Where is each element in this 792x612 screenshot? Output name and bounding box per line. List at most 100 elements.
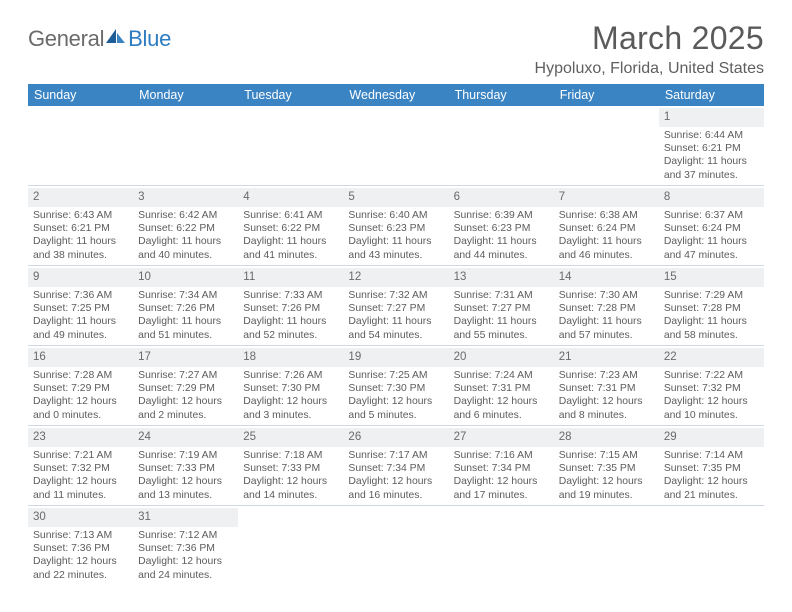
sunset-text: Sunset: 7:31 PM [559, 382, 654, 395]
sunrise-text: Sunrise: 7:32 AM [348, 289, 443, 302]
day-number: 23 [28, 428, 133, 447]
sunrise-text: Sunrise: 6:39 AM [454, 209, 549, 222]
sunset-text: Sunset: 6:21 PM [664, 142, 759, 155]
sunrise-text: Sunrise: 7:34 AM [138, 289, 233, 302]
daylight-text: Daylight: 11 hours and 55 minutes. [454, 315, 549, 342]
sunrise-text: Sunrise: 7:33 AM [243, 289, 338, 302]
sunset-text: Sunset: 6:22 PM [138, 222, 233, 235]
calendar-day [554, 106, 659, 185]
day-number: 5 [343, 188, 448, 207]
daylight-text: Daylight: 12 hours and 16 minutes. [348, 475, 443, 502]
weekday-header: Monday [133, 84, 238, 106]
day-number: 1 [659, 108, 764, 127]
sail-icon [104, 27, 126, 45]
month-title: March 2025 [535, 20, 764, 57]
day-number: 2 [28, 188, 133, 207]
sunset-text: Sunset: 7:32 PM [664, 382, 759, 395]
weekday-header: Tuesday [238, 84, 343, 106]
daylight-text: Daylight: 11 hours and 43 minutes. [348, 235, 443, 262]
day-number: 21 [554, 348, 659, 367]
calendar-head: SundayMondayTuesdayWednesdayThursdayFrid… [28, 84, 764, 106]
daylight-text: Daylight: 12 hours and 3 minutes. [243, 395, 338, 422]
day-number: 8 [659, 188, 764, 207]
calendar-day: 22Sunrise: 7:22 AMSunset: 7:32 PMDayligh… [659, 345, 764, 425]
title-block: March 2025 Hypoluxo, Florida, United Sta… [535, 20, 764, 78]
calendar-week: 16Sunrise: 7:28 AMSunset: 7:29 PMDayligh… [28, 345, 764, 425]
calendar-day: 12Sunrise: 7:32 AMSunset: 7:27 PMDayligh… [343, 265, 448, 345]
calendar-day: 13Sunrise: 7:31 AMSunset: 7:27 PMDayligh… [449, 265, 554, 345]
sunrise-text: Sunrise: 7:25 AM [348, 369, 443, 382]
sunrise-text: Sunrise: 7:12 AM [138, 529, 233, 542]
brand-word2: Blue [128, 26, 171, 52]
day-number: 19 [343, 348, 448, 367]
sunset-text: Sunset: 7:27 PM [348, 302, 443, 315]
daylight-text: Daylight: 12 hours and 17 minutes. [454, 475, 549, 502]
calendar-day: 20Sunrise: 7:24 AMSunset: 7:31 PMDayligh… [449, 345, 554, 425]
day-number: 10 [133, 268, 238, 287]
sunrise-text: Sunrise: 6:40 AM [348, 209, 443, 222]
daylight-text: Daylight: 12 hours and 0 minutes. [33, 395, 128, 422]
calendar-day: 29Sunrise: 7:14 AMSunset: 7:35 PMDayligh… [659, 425, 764, 505]
calendar-day: 7Sunrise: 6:38 AMSunset: 6:24 PMDaylight… [554, 185, 659, 265]
sunset-text: Sunset: 6:23 PM [454, 222, 549, 235]
calendar-day: 16Sunrise: 7:28 AMSunset: 7:29 PMDayligh… [28, 345, 133, 425]
calendar-day [28, 106, 133, 185]
daylight-text: Daylight: 11 hours and 44 minutes. [454, 235, 549, 262]
calendar-day: 17Sunrise: 7:27 AMSunset: 7:29 PMDayligh… [133, 345, 238, 425]
sunset-text: Sunset: 7:35 PM [664, 462, 759, 475]
day-number: 29 [659, 428, 764, 447]
day-number: 11 [238, 268, 343, 287]
daylight-text: Daylight: 12 hours and 5 minutes. [348, 395, 443, 422]
sunrise-text: Sunrise: 6:44 AM [664, 129, 759, 142]
sunset-text: Sunset: 7:33 PM [138, 462, 233, 475]
daylight-text: Daylight: 11 hours and 47 minutes. [664, 235, 759, 262]
daylight-text: Daylight: 12 hours and 10 minutes. [664, 395, 759, 422]
calendar-table: SundayMondayTuesdayWednesdayThursdayFrid… [28, 84, 764, 585]
brand-logo: General Blue [28, 26, 171, 52]
calendar-day: 31Sunrise: 7:12 AMSunset: 7:36 PMDayligh… [133, 505, 238, 584]
sunrise-text: Sunrise: 6:37 AM [664, 209, 759, 222]
daylight-text: Daylight: 11 hours and 49 minutes. [33, 315, 128, 342]
daylight-text: Daylight: 11 hours and 40 minutes. [138, 235, 233, 262]
sunset-text: Sunset: 7:29 PM [138, 382, 233, 395]
sunset-text: Sunset: 7:35 PM [559, 462, 654, 475]
calendar-day: 1 Sunrise: 6:44 AMSunset: 6:21 PMDaylight… [659, 106, 764, 185]
calendar-week: 30Sunrise: 7:13 AMSunset: 7:36 PMDayligh… [28, 505, 764, 584]
sunrise-text: Sunrise: 7:26 AM [243, 369, 338, 382]
daylight-text: Daylight: 12 hours and 19 minutes. [559, 475, 654, 502]
daylight-text: Daylight: 12 hours and 21 minutes. [664, 475, 759, 502]
weekday-header: Friday [554, 84, 659, 106]
sunrise-text: Sunrise: 7:18 AM [243, 449, 338, 462]
day-number: 18 [238, 348, 343, 367]
calendar-day: 3Sunrise: 6:42 AMSunset: 6:22 PMDaylight… [133, 185, 238, 265]
calendar-day [449, 106, 554, 185]
day-number: 25 [238, 428, 343, 447]
sunrise-text: Sunrise: 7:13 AM [33, 529, 128, 542]
weekday-header: Wednesday [343, 84, 448, 106]
brand-word1: General [28, 26, 104, 52]
calendar-day: 21Sunrise: 7:23 AMSunset: 7:31 PMDayligh… [554, 345, 659, 425]
sunrise-text: Sunrise: 7:24 AM [454, 369, 549, 382]
calendar-day [238, 106, 343, 185]
calendar-day: 23Sunrise: 7:21 AMSunset: 7:32 PMDayligh… [28, 425, 133, 505]
sunset-text: Sunset: 7:26 PM [138, 302, 233, 315]
calendar-day [554, 505, 659, 584]
daylight-text: Daylight: 11 hours and 37 minutes. [664, 155, 759, 182]
sunset-text: Sunset: 7:28 PM [664, 302, 759, 315]
sunrise-text: Sunrise: 6:41 AM [243, 209, 338, 222]
daylight-text: Daylight: 12 hours and 22 minutes. [33, 555, 128, 582]
daylight-text: Daylight: 11 hours and 52 minutes. [243, 315, 338, 342]
sunset-text: Sunset: 7:26 PM [243, 302, 338, 315]
daylight-text: Daylight: 12 hours and 13 minutes. [138, 475, 233, 502]
day-number: 27 [449, 428, 554, 447]
calendar-day [659, 505, 764, 584]
sunrise-text: Sunrise: 6:42 AM [138, 209, 233, 222]
calendar-day: 5Sunrise: 6:40 AMSunset: 6:23 PMDaylight… [343, 185, 448, 265]
calendar-day: 15Sunrise: 7:29 AMSunset: 7:28 PMDayligh… [659, 265, 764, 345]
day-number: 24 [133, 428, 238, 447]
calendar-day: 11 Sunrise: 7:33 AMSunset: 7:26 PMDayligh… [238, 265, 343, 345]
daylight-text: Daylight: 12 hours and 14 minutes. [243, 475, 338, 502]
sunrise-text: Sunrise: 7:36 AM [33, 289, 128, 302]
day-number: 31 [133, 508, 238, 527]
sunset-text: Sunset: 7:36 PM [33, 542, 128, 555]
